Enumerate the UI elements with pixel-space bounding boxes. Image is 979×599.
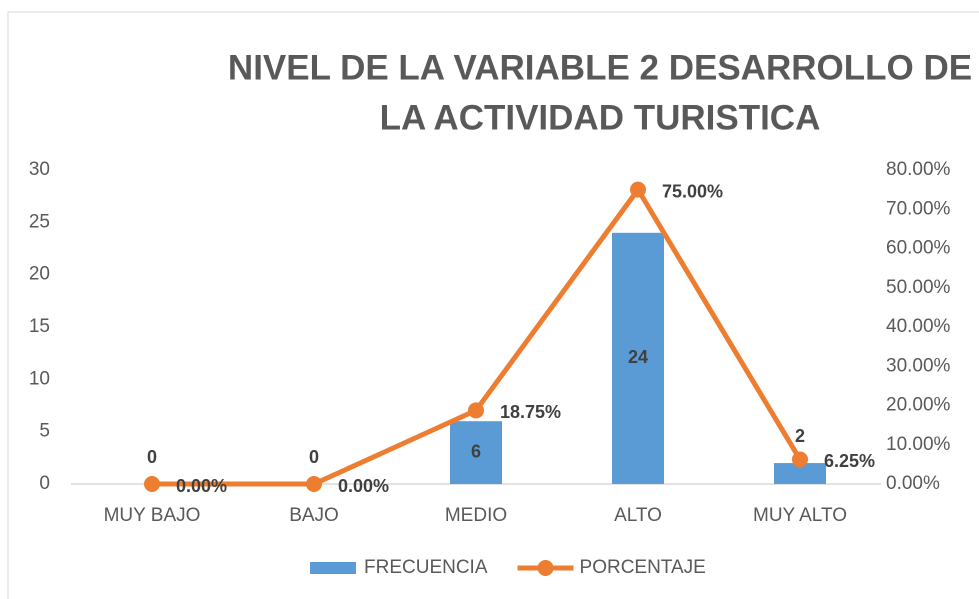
bar — [612, 232, 664, 484]
y2-tick-label: 10.00% — [886, 434, 951, 455]
data-label: 0.00% — [338, 476, 389, 496]
y2-tick-label: 20.00% — [886, 395, 951, 416]
line-point — [468, 402, 484, 419]
x-tick-label: MUY BAJO — [104, 505, 201, 526]
y-tick-label: 10 — [29, 368, 50, 389]
x-tick-label: MUY ALTO — [753, 505, 847, 526]
data-label: 6 — [471, 441, 481, 461]
y2-tick-label: 70.00% — [886, 198, 951, 219]
data-label: 0 — [147, 447, 157, 467]
bar — [450, 421, 502, 484]
line-point — [630, 181, 646, 198]
y-tick-label: 25 — [29, 211, 50, 232]
y2-tick-label: 80.00% — [886, 159, 951, 180]
data-label: 2 — [795, 426, 805, 446]
line-point — [306, 476, 322, 492]
x-tick-label: ALTO — [614, 505, 662, 526]
x-tick-label: MEDIO — [445, 505, 507, 526]
y-tick-label: 0 — [39, 473, 50, 494]
data-label: 24 — [628, 347, 648, 367]
legend-swatch — [537, 560, 554, 576]
chart-title: NIVEL DE LA VARIABLE 2 DESARROLLO DE — [228, 48, 972, 87]
line-point — [144, 476, 160, 492]
y-tick-label: 30 — [29, 159, 50, 180]
data-label: 75.00% — [662, 181, 723, 201]
y-tick-label: 5 — [39, 421, 50, 442]
y-tick-label: 15 — [29, 316, 50, 337]
x-tick-label: BAJO — [289, 505, 339, 526]
legend-label: PORCENTAJE — [580, 557, 706, 578]
legend-label: FRECUENCIA — [364, 557, 488, 578]
line-point — [792, 451, 808, 468]
legend-swatch — [310, 562, 356, 574]
y2-tick-label: 40.00% — [886, 316, 951, 337]
data-label: 6.25% — [824, 451, 875, 471]
y2-tick-label: 60.00% — [886, 238, 951, 259]
chart-frame — [7, 11, 979, 599]
data-label: 0 — [309, 447, 319, 467]
y2-tick-label: 0.00% — [886, 473, 940, 494]
data-label: 18.75% — [500, 402, 561, 422]
chart-title: LA ACTIVIDAD TURISTICA — [380, 98, 821, 137]
y-tick-label: 20 — [29, 264, 50, 285]
y2-tick-label: 50.00% — [886, 277, 951, 298]
bar — [774, 463, 826, 484]
y2-tick-label: 30.00% — [886, 355, 951, 376]
data-label: 0.00% — [176, 476, 227, 496]
